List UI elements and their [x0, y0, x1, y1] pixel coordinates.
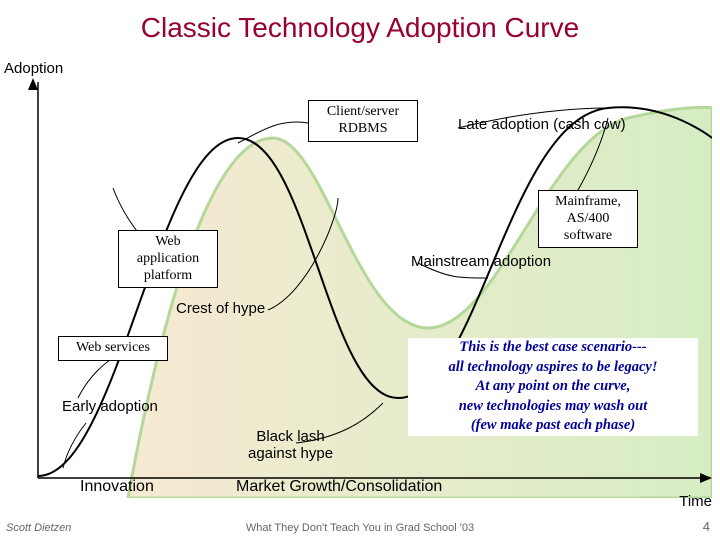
blacklash-l2: against hype — [248, 445, 333, 462]
blacklash-l1: Black lash — [256, 428, 324, 445]
callout-l5: (few make past each phase) — [471, 417, 635, 433]
x-axis-label: Time — [679, 493, 712, 510]
web-app-l2: application — [137, 251, 199, 266]
box-web-app: Web application platform — [118, 230, 218, 288]
callout-l3: At any point on the curve, — [476, 378, 631, 394]
mainframe-l2: AS/400 — [567, 211, 610, 226]
label-blacklash: Black lash against hype — [248, 428, 333, 462]
y-axis-label: Adoption — [4, 60, 63, 77]
web-services-text: Web services — [76, 340, 150, 355]
web-app-l1: Web — [155, 234, 180, 249]
callout-text: This is the best case scenario--- all te… — [408, 338, 698, 436]
web-app-l3: platform — [144, 268, 192, 283]
y-axis-arrow — [28, 78, 38, 90]
callout-l4: new technologies may wash out — [459, 398, 648, 414]
callout-l1: This is the best case scenario--- — [459, 339, 646, 355]
label-late-adoption: Late adoption (cash cow) — [458, 116, 626, 133]
client-server-l1: Client/server — [327, 104, 399, 119]
box-web-services: Web services — [58, 336, 168, 361]
slide-title: Classic Technology Adoption Curve — [0, 12, 720, 44]
mainframe-l3: software — [564, 228, 612, 243]
mainframe-l1: Mainframe, — [555, 194, 621, 209]
footer-title: What They Don't Teach You in Grad School… — [0, 522, 720, 534]
diagram-area: Client/server RDBMS Web application plat… — [8, 78, 712, 498]
page-number: 4 — [703, 519, 710, 534]
label-market-growth: Market Growth/Consolidation — [236, 478, 442, 496]
label-mainstream: Mainstream adoption — [411, 253, 551, 270]
label-early: Early adoption — [62, 398, 158, 415]
client-server-l2: RDBMS — [338, 121, 387, 136]
label-innovation: Innovation — [80, 478, 154, 496]
callout-l2: all technology aspires to be legacy! — [448, 359, 657, 375]
label-crest: Crest of hype — [176, 300, 265, 317]
box-client-server: Client/server RDBMS — [308, 100, 418, 142]
box-mainframe: Mainframe, AS/400 software — [538, 190, 638, 248]
